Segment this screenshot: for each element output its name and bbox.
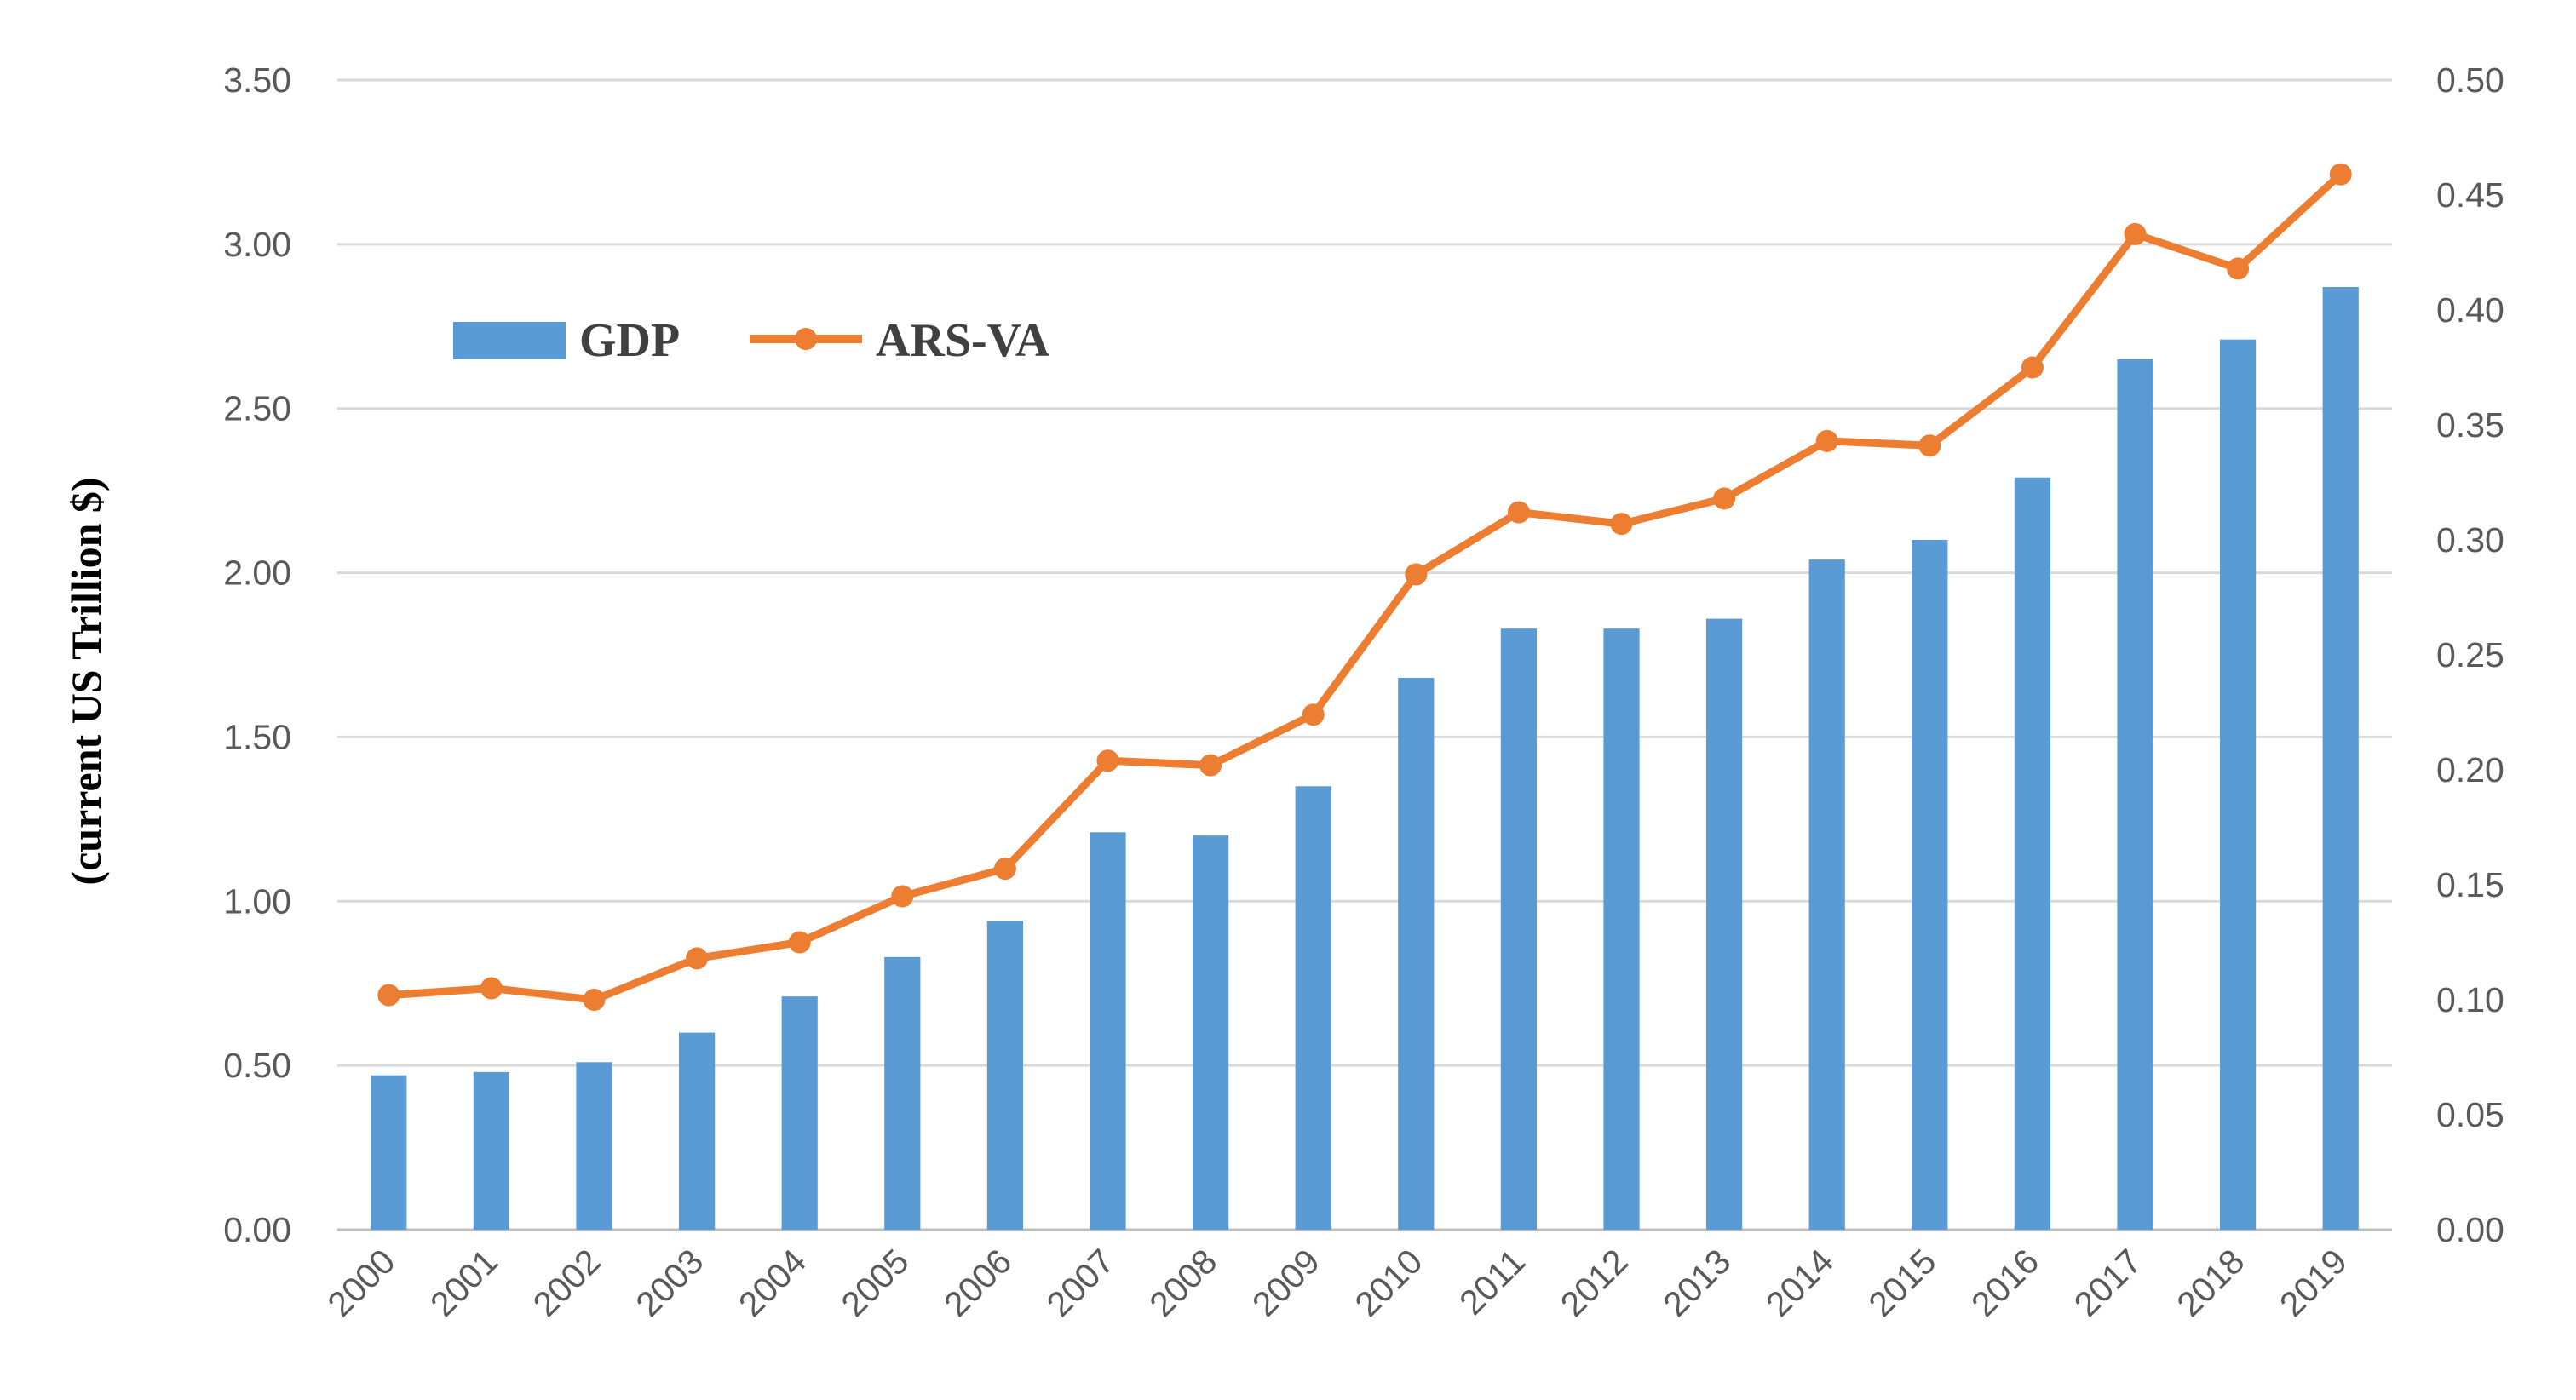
ars-va-marker bbox=[2227, 257, 2250, 280]
left-tick-label: 3.50 bbox=[223, 60, 291, 100]
ars-va-marker bbox=[1405, 563, 1428, 586]
gdp-bar bbox=[1398, 678, 1435, 1230]
right-tick-label: 0.05 bbox=[2436, 1095, 2504, 1134]
left-tick-label: 1.50 bbox=[223, 717, 291, 756]
right-axis-ticks: 0.00 0.05 0.10 0.15 0.20 0.25 0.30 0.35 0.40 0.45… bbox=[2436, 60, 2504, 1249]
left-axis-ticks: 0.00 0.50 1.00 1.50 2.00 2.50 3.00 3.50 bbox=[223, 60, 291, 1249]
gdp-bar bbox=[1192, 835, 1229, 1230]
gdp-bar bbox=[371, 1075, 407, 1230]
left-tick-label: 2.00 bbox=[223, 554, 291, 593]
ars-va-marker bbox=[480, 977, 503, 1000]
gdp-bar bbox=[2117, 359, 2153, 1230]
x-tick-label: 2012 bbox=[1553, 1242, 1636, 1324]
gdp-bar bbox=[473, 1071, 510, 1230]
ars-va-marker bbox=[1713, 487, 1736, 510]
x-tick-label: 2019 bbox=[2272, 1242, 2355, 1324]
legend-ars-va-marker bbox=[795, 328, 817, 350]
ars-va-marker bbox=[891, 885, 914, 908]
ars-va-marker bbox=[2021, 356, 2044, 379]
ars-va-marker bbox=[1199, 754, 1222, 777]
right-tick-label: 0.10 bbox=[2436, 980, 2504, 1019]
gdp-bar bbox=[1912, 540, 1948, 1230]
left-tick-label: 0.00 bbox=[223, 1210, 291, 1249]
x-tick-label: 2004 bbox=[731, 1242, 814, 1324]
right-tick-label: 0.40 bbox=[2436, 290, 2504, 330]
x-tick-label: 2018 bbox=[2169, 1242, 2251, 1324]
x-axis-ticks: 2000 2001 2002 2003 2004 2005 2006 2007 2008 2009… bbox=[320, 1242, 2355, 1324]
right-tick-label: 0.30 bbox=[2436, 520, 2504, 559]
x-tick-label: 2006 bbox=[936, 1242, 1019, 1324]
x-tick-label: 2015 bbox=[1861, 1242, 1944, 1324]
ars-va-marker bbox=[583, 989, 606, 1011]
legend: GDP ARS-VA bbox=[453, 314, 1050, 367]
x-tick-label: 2001 bbox=[423, 1242, 505, 1324]
left-tick-label: 1.00 bbox=[223, 881, 291, 921]
x-tick-label: 2013 bbox=[1655, 1242, 1738, 1324]
gdp-bar bbox=[1500, 628, 1538, 1230]
gdp-bar bbox=[678, 1032, 716, 1230]
ars-va-marker bbox=[993, 858, 1016, 881]
ars-va-marker bbox=[1815, 429, 1838, 452]
ars-va-marker bbox=[1610, 513, 1633, 536]
gdp-bar bbox=[576, 1062, 612, 1230]
x-tick-label: 2016 bbox=[1964, 1242, 2046, 1324]
gdp-bar bbox=[1090, 832, 1126, 1230]
x-tick-label: 2000 bbox=[320, 1242, 403, 1324]
y-axis-label: (current US Trillion $) bbox=[62, 477, 110, 885]
ars-va-marker bbox=[686, 947, 709, 970]
x-tick-label: 2009 bbox=[1245, 1242, 1327, 1324]
ars-va-line-series bbox=[377, 163, 2352, 1011]
gdp-bar bbox=[2014, 477, 2051, 1230]
gdp-bar bbox=[986, 921, 1024, 1230]
gdp-bar bbox=[1603, 628, 1640, 1230]
x-tick-label: 2011 bbox=[1452, 1242, 1532, 1323]
gdp-bar bbox=[2322, 287, 2359, 1230]
ars-va-marker bbox=[788, 931, 811, 954]
right-tick-label: 0.35 bbox=[2436, 405, 2504, 445]
ars-va-marker bbox=[1302, 703, 1325, 726]
left-tick-label: 2.50 bbox=[223, 389, 291, 428]
ars-va-marker bbox=[377, 984, 400, 1007]
right-tick-label: 0.20 bbox=[2436, 750, 2504, 789]
legend-ars-va-label: ARS-VA bbox=[876, 314, 1050, 367]
gdp-bars bbox=[371, 287, 2359, 1230]
x-tick-label: 2010 bbox=[1348, 1242, 1430, 1324]
left-tick-label: 0.50 bbox=[223, 1046, 291, 1085]
x-tick-label: 2002 bbox=[526, 1242, 608, 1324]
gdp-bar bbox=[1295, 786, 1331, 1230]
right-tick-label: 0.00 bbox=[2436, 1210, 2504, 1249]
left-tick-label: 3.00 bbox=[223, 225, 291, 264]
legend-gdp-label: GDP bbox=[579, 314, 680, 367]
x-tick-label: 2003 bbox=[628, 1242, 710, 1324]
gdp-bar bbox=[884, 956, 921, 1230]
right-tick-label: 0.50 bbox=[2436, 60, 2504, 100]
legend-gdp-swatch bbox=[453, 322, 566, 359]
right-tick-label: 0.15 bbox=[2436, 865, 2504, 904]
x-tick-label: 2008 bbox=[1141, 1242, 1224, 1324]
x-tick-label: 2014 bbox=[1758, 1242, 1841, 1324]
gdp-bar bbox=[1808, 559, 1845, 1230]
ars-va-marker bbox=[1096, 749, 1119, 772]
right-tick-label: 0.45 bbox=[2436, 175, 2504, 215]
gdp-bar bbox=[2219, 339, 2257, 1230]
right-tick-label: 0.25 bbox=[2436, 635, 2504, 674]
x-tick-label: 2007 bbox=[1039, 1242, 1122, 1324]
gdp-bar bbox=[781, 996, 818, 1230]
gridlines bbox=[337, 78, 2392, 1231]
ars-va-marker bbox=[1507, 501, 1530, 524]
x-tick-label: 2017 bbox=[2067, 1242, 2149, 1324]
ars-va-line bbox=[388, 171, 2343, 1004]
x-tick-label: 2005 bbox=[834, 1242, 917, 1324]
ars-va-marker bbox=[1918, 434, 1941, 457]
gdp-bar bbox=[1705, 618, 1743, 1230]
ars-va-marker bbox=[2124, 222, 2147, 245]
ars-va-marker bbox=[2329, 163, 2352, 186]
